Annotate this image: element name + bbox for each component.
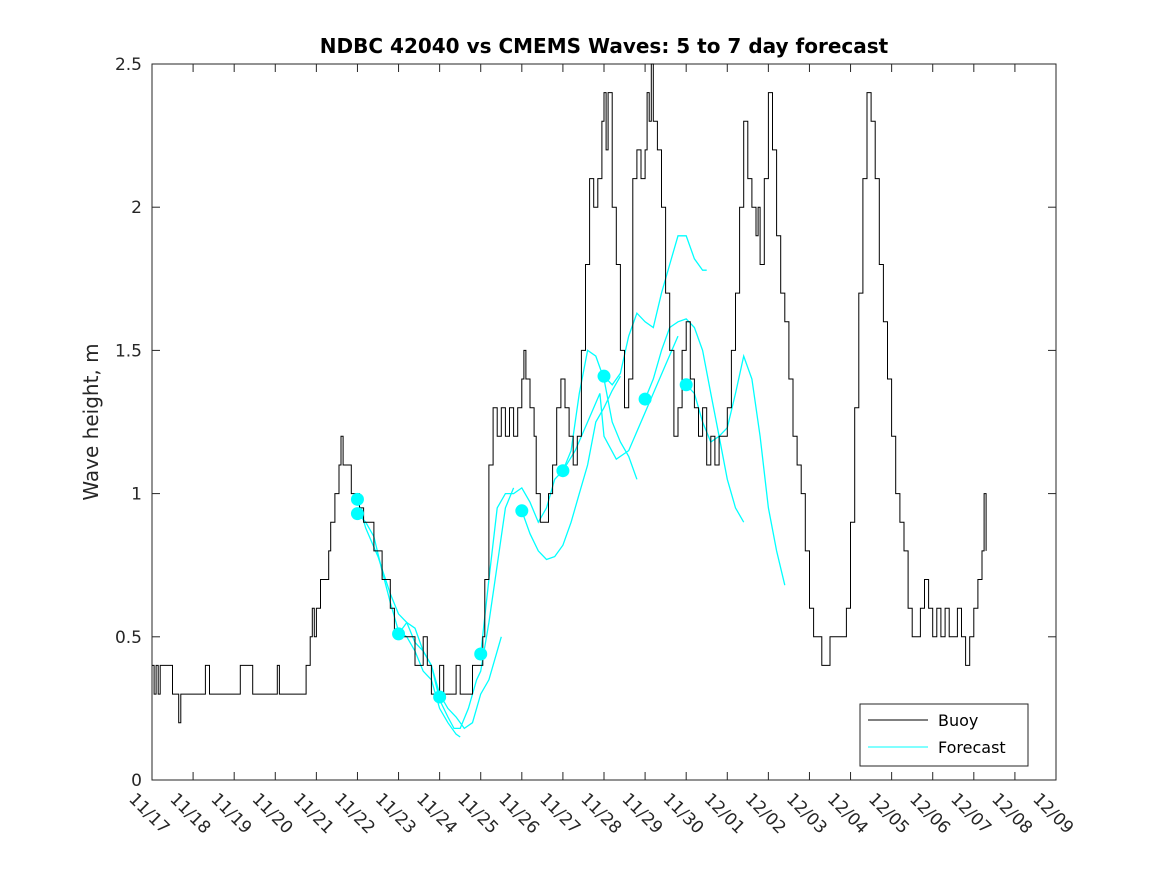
x-tick-label: 12/05 <box>864 789 913 838</box>
y-tick-label: 2 <box>131 198 142 218</box>
x-tick-label: 12/09 <box>1028 789 1077 838</box>
forecast-marker <box>597 369 611 383</box>
plot-area <box>151 63 1057 781</box>
forecast-line <box>356 487 515 730</box>
x-tick-label: 11/19 <box>207 789 256 838</box>
x-tick-label: 11/25 <box>453 789 502 838</box>
x-tick-label: 11/23 <box>371 789 420 838</box>
x-tick-label: 11/28 <box>576 789 625 838</box>
x-tick-label: 11/30 <box>659 789 708 838</box>
y-tick-label: 1.5 <box>115 341 142 361</box>
forecast-markers <box>350 369 693 704</box>
forecast-marker <box>350 492 364 506</box>
x-tick-label: 11/17 <box>124 789 173 838</box>
buoy-series <box>152 63 987 724</box>
y-tick-label: 0.5 <box>115 628 142 648</box>
x-tick-label: 11/20 <box>248 789 297 838</box>
forecast-marker <box>556 464 570 478</box>
y-tick-label: 0 <box>131 771 142 791</box>
x-tick-label: 11/24 <box>412 789 461 838</box>
x-tick-label: 12/07 <box>946 789 995 838</box>
forecast-line <box>521 375 621 561</box>
x-tick-label: 12/08 <box>987 789 1036 838</box>
x-tick-label: 11/22 <box>330 789 379 838</box>
x-tick-label: 11/21 <box>289 789 338 838</box>
buoy-line <box>152 63 987 724</box>
x-tick-label: 11/18 <box>166 789 215 838</box>
forecast-line <box>603 235 707 386</box>
x-tick-label: 11/27 <box>535 789 584 838</box>
legend-label-buoy: Buoy <box>938 711 978 730</box>
legend-box <box>859 703 1029 767</box>
legend: Buoy Forecast <box>859 703 1029 767</box>
forecast-line <box>644 318 745 523</box>
forecast-line <box>562 335 679 472</box>
forecast-line <box>357 513 461 738</box>
forecast-marker <box>350 507 364 521</box>
forecast-marker <box>679 378 693 392</box>
forecast-marker <box>392 627 406 641</box>
forecast-marker <box>638 392 652 406</box>
chart-title: NDBC 42040 vs CMEMS Waves: 5 to 7 day fo… <box>320 34 889 58</box>
y-tick-label: 1 <box>131 485 142 505</box>
legend-label-forecast: Forecast <box>938 738 1006 757</box>
x-tick-label: 12/02 <box>741 789 790 838</box>
x-tick-label: 11/26 <box>494 789 543 838</box>
x-tick-label: 12/04 <box>823 789 872 838</box>
forecast-marker <box>474 647 488 661</box>
x-tick-label: 12/06 <box>905 789 954 838</box>
forecast-marker <box>515 504 529 518</box>
forecast-line <box>397 621 502 730</box>
forecast-marker <box>433 690 447 704</box>
y-axis-label: Wave height, m <box>79 343 103 500</box>
y-axis: 0 0.5 1 1.5 2 2.5 <box>115 55 1056 791</box>
axes-box <box>151 63 1057 781</box>
x-tick-label: 12/03 <box>782 789 831 838</box>
y-tick-label: 2.5 <box>115 55 142 75</box>
x-tick-label: 12/01 <box>700 789 749 838</box>
x-tick-label: 11/29 <box>618 789 667 838</box>
